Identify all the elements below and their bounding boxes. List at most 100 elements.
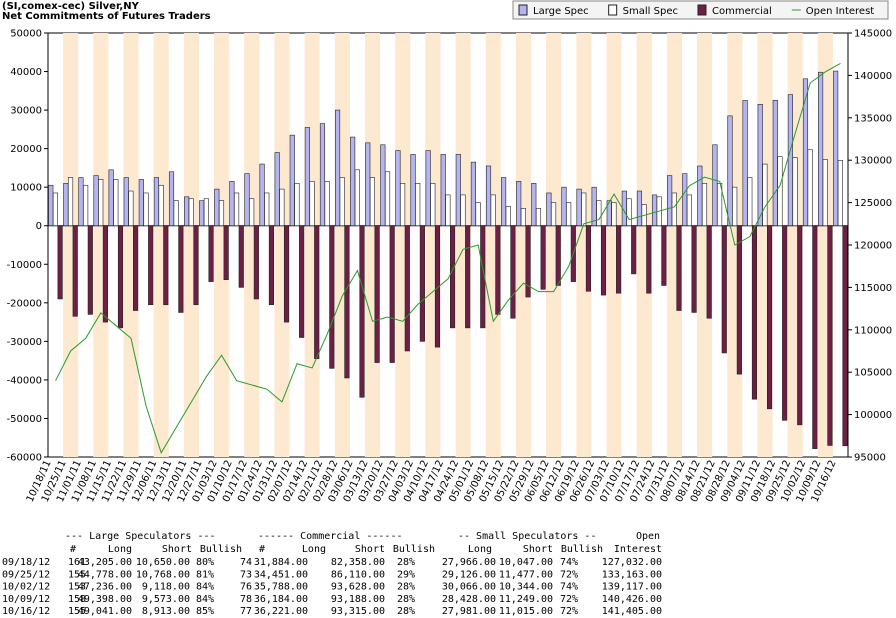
legend-label: Small Spec — [623, 6, 678, 17]
bar — [138, 179, 144, 227]
bar — [555, 225, 561, 286]
band — [606, 33, 622, 457]
table-header: ------ Commercial ------ — [258, 531, 403, 542]
y2-tick-label: 120000 — [854, 241, 892, 252]
bar — [797, 225, 803, 426]
bar — [787, 94, 793, 227]
bar — [475, 202, 481, 227]
bar — [525, 225, 531, 298]
bar — [208, 225, 214, 282]
bar — [818, 71, 824, 227]
bar — [661, 225, 667, 286]
bar — [766, 225, 773, 410]
bar — [772, 99, 778, 227]
bar — [203, 198, 209, 227]
table-cell: 76 — [240, 582, 252, 593]
table-cell: 72% — [560, 594, 578, 605]
table-cell: 161 — [68, 557, 86, 568]
bar — [671, 192, 677, 227]
y2-tick-label: 130000 — [854, 156, 892, 167]
table-cell: 139,117.00 — [602, 582, 662, 593]
bar — [229, 181, 235, 227]
bar — [425, 150, 431, 227]
y-tick-label: 50000 — [10, 29, 42, 40]
legend-label: Commercial — [712, 6, 772, 17]
bar — [540, 225, 546, 290]
table-cell: 11,015.00 — [499, 606, 553, 617]
bar — [78, 177, 84, 227]
bar — [520, 208, 526, 227]
bar — [168, 171, 175, 227]
bar — [691, 225, 697, 313]
bar — [430, 183, 436, 227]
bar — [289, 134, 295, 227]
table-cell: 93,315.00 — [331, 606, 385, 617]
bar — [585, 225, 591, 292]
bar — [485, 165, 492, 227]
bar — [501, 177, 507, 227]
table-cell: 10,768.00 — [136, 569, 190, 580]
bar — [67, 177, 74, 227]
bar — [113, 179, 119, 227]
bar — [742, 100, 748, 227]
bar — [329, 225, 335, 369]
y-tick-label: -30000 — [7, 337, 42, 348]
table-cell: 127,032.00 — [602, 557, 662, 568]
bar — [253, 225, 259, 300]
table-header: Open — [636, 531, 660, 542]
bar — [193, 225, 199, 306]
bar — [365, 142, 371, 227]
bar — [465, 225, 471, 329]
legend-swatch — [697, 4, 707, 16]
bar — [143, 192, 149, 227]
bar — [369, 177, 375, 227]
table-header: Interest — [614, 544, 662, 555]
bar — [762, 163, 768, 227]
bar — [419, 225, 425, 342]
bar — [802, 78, 809, 227]
bar — [199, 200, 205, 227]
table-cell: 44,778.00 — [78, 569, 132, 580]
bar — [218, 200, 225, 227]
table-cell: 29% — [397, 569, 415, 580]
table-cell: 84% — [196, 582, 214, 593]
bar — [102, 225, 108, 323]
y-tick-label: -10000 — [7, 260, 42, 271]
table-cell: 155 — [68, 606, 86, 617]
table-cell: 86,110.00 — [331, 569, 385, 580]
legend-swatch — [608, 4, 618, 16]
y2-tick-label: 110000 — [854, 325, 892, 336]
bar — [238, 225, 244, 288]
bar — [268, 225, 275, 306]
bar — [535, 208, 542, 227]
table-header: Bullish — [561, 544, 603, 555]
y2-tick-label: 95000 — [854, 453, 886, 464]
bar — [188, 198, 194, 227]
bar — [304, 127, 310, 227]
table-cell: 77 — [240, 606, 252, 617]
bar — [314, 225, 320, 360]
y-tick-label: 40000 — [10, 67, 42, 78]
table-cell: 10/16/12 — [2, 606, 50, 617]
table-cell: 30,066.00 — [442, 582, 496, 593]
bar — [616, 225, 622, 294]
band — [636, 33, 652, 457]
bar — [550, 202, 557, 227]
table-cell: 31,884.00 — [254, 557, 308, 568]
bar — [480, 225, 486, 329]
table-cell: 80% — [196, 557, 214, 568]
legend-swatch — [518, 4, 528, 16]
table-cell: 10/02/12 — [2, 582, 50, 593]
bar — [757, 104, 763, 227]
bar — [626, 198, 632, 227]
bar — [576, 188, 582, 227]
bar — [822, 159, 828, 227]
table-header: Short — [523, 544, 553, 555]
table-cell: 158 — [68, 594, 86, 605]
bar — [667, 175, 673, 227]
bar — [259, 163, 265, 227]
y2-tick-label: 125000 — [854, 198, 892, 209]
band — [515, 33, 532, 457]
table-header: Bullish — [393, 544, 435, 555]
